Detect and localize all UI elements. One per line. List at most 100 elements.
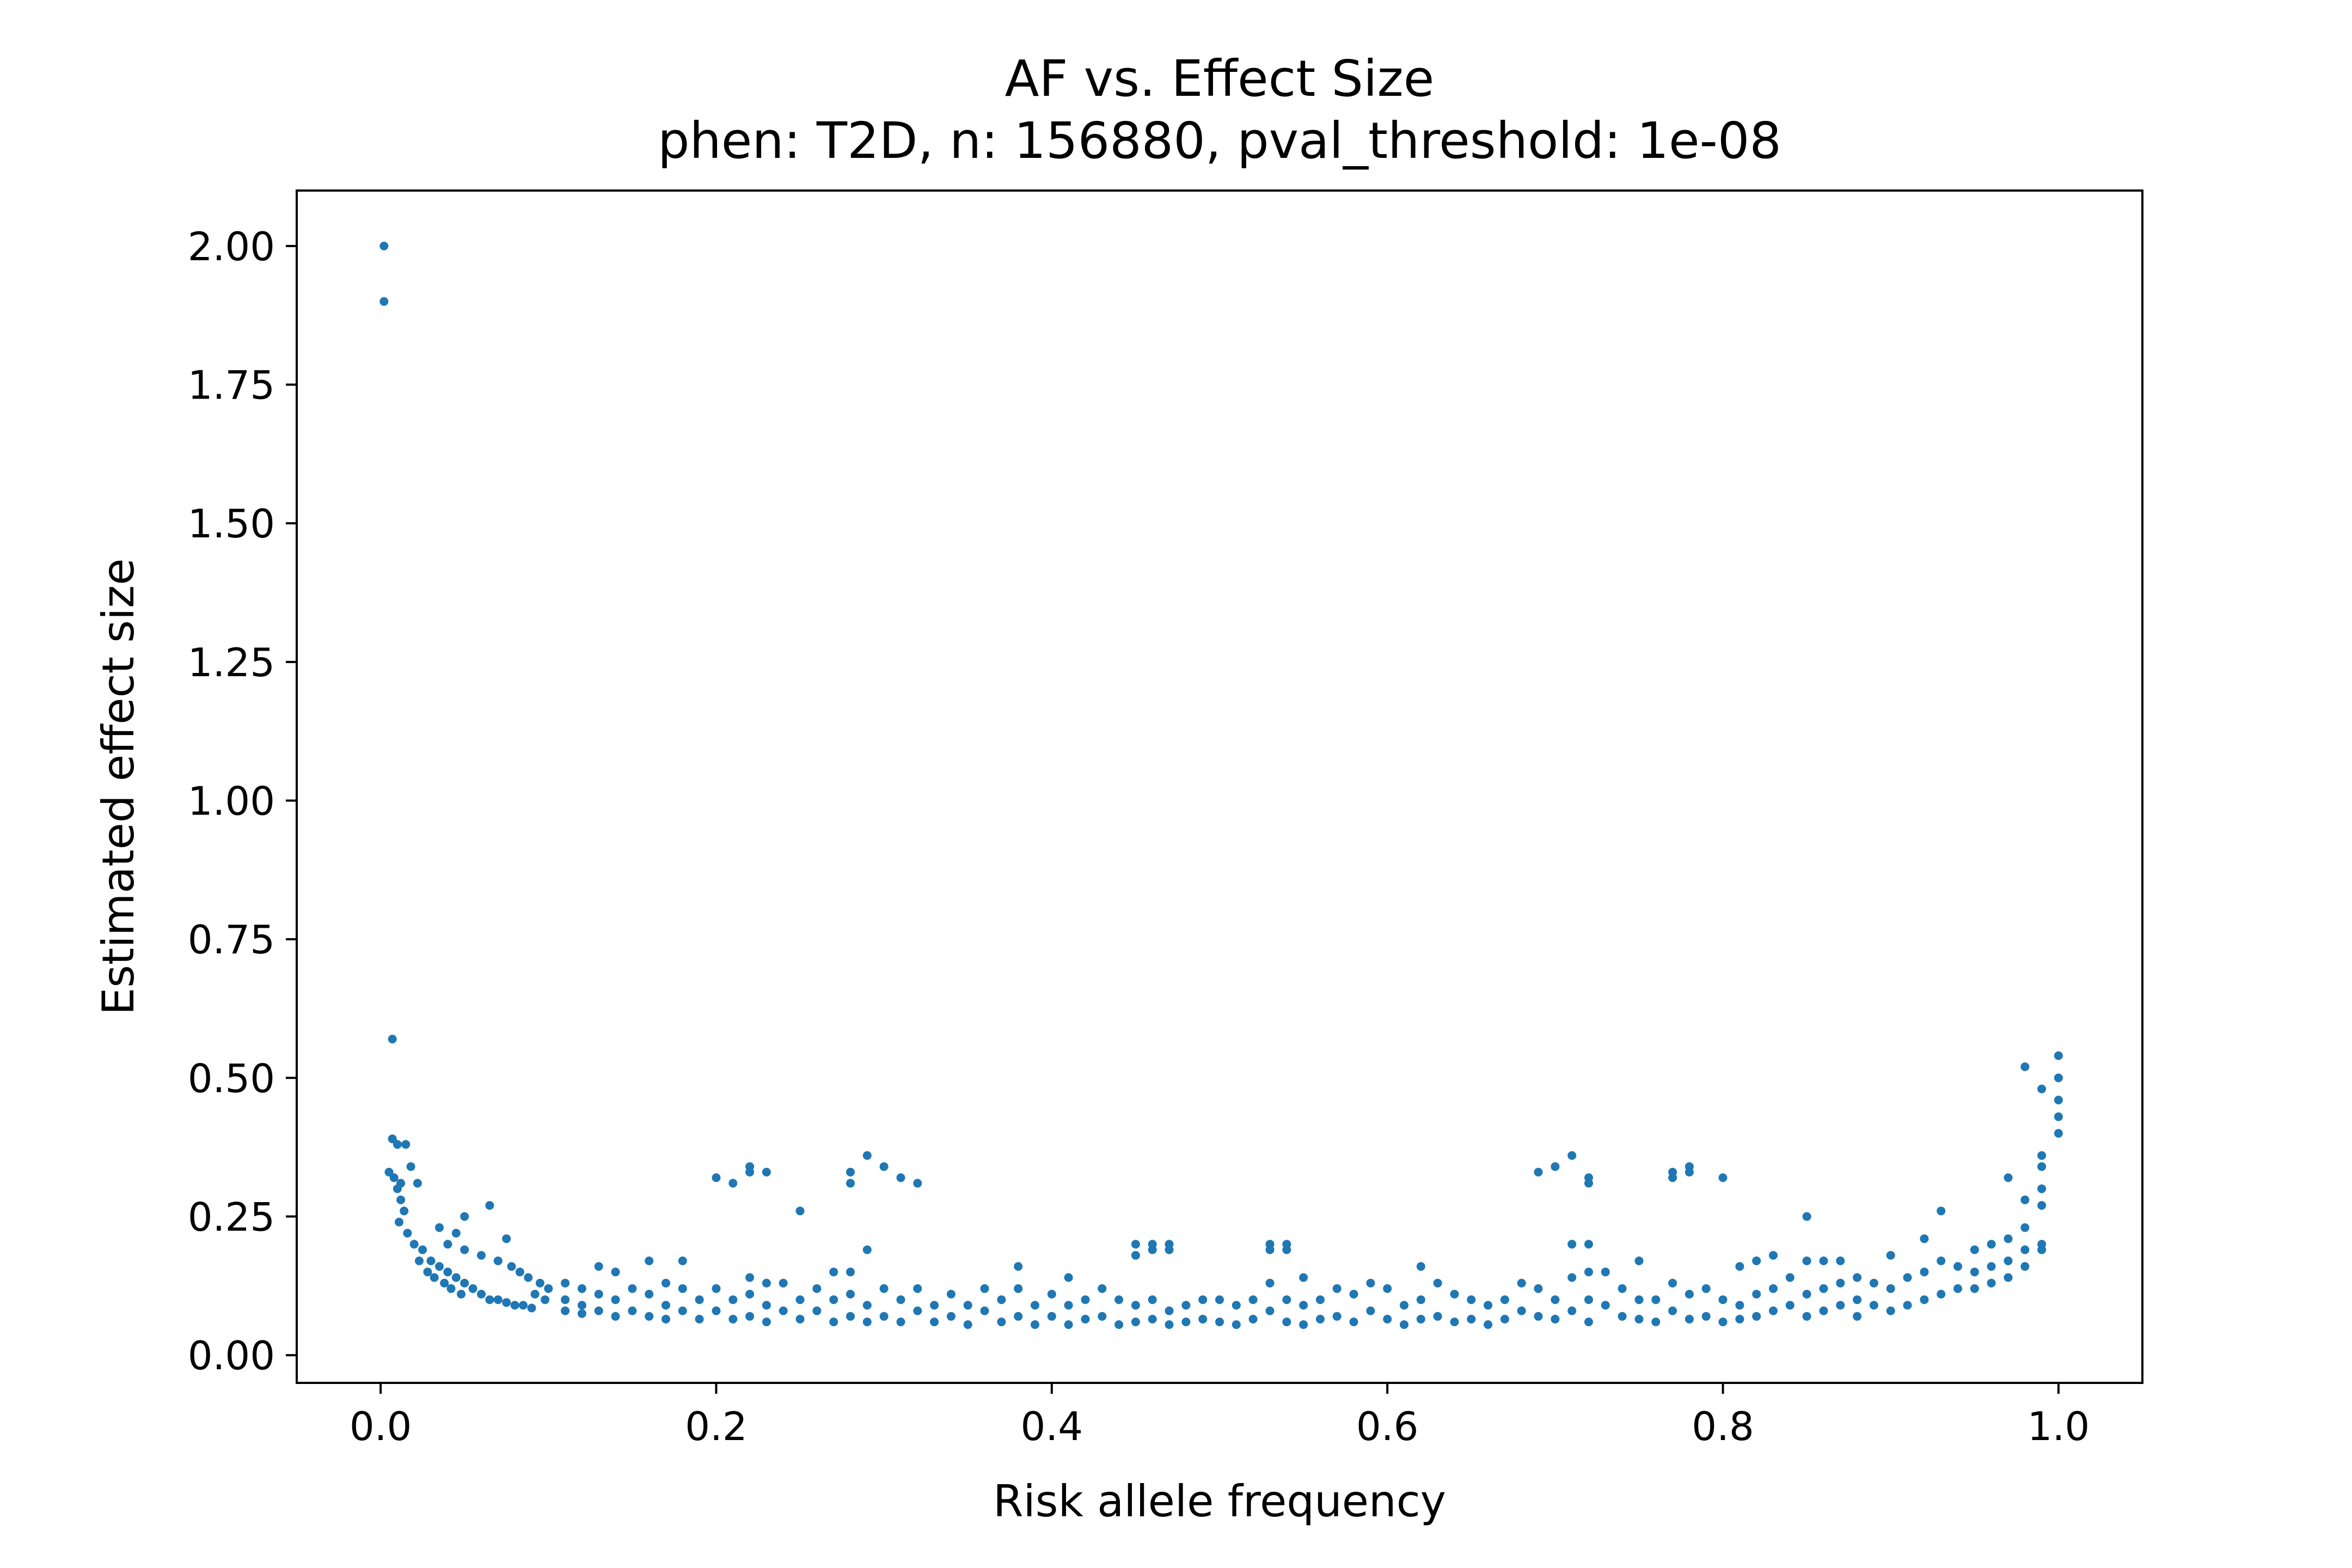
data-point xyxy=(846,1179,855,1188)
data-point xyxy=(846,1290,855,1298)
data-point xyxy=(1265,1278,1275,1288)
data-point xyxy=(1131,1240,1140,1249)
data-point xyxy=(812,1306,822,1315)
data-point xyxy=(712,1173,721,1183)
data-point xyxy=(628,1306,637,1315)
data-point xyxy=(1131,1251,1140,1260)
data-point xyxy=(1416,1295,1425,1304)
data-point xyxy=(2037,1085,2047,1094)
data-point xyxy=(2037,1162,2047,1171)
y-tick-label: 0.75 xyxy=(188,917,275,963)
data-point xyxy=(1685,1290,1694,1298)
data-point xyxy=(519,1301,528,1310)
data-point xyxy=(1450,1318,1459,1326)
data-point xyxy=(1567,1273,1577,1282)
data-point xyxy=(1467,1314,1476,1324)
data-point xyxy=(1953,1284,1962,1293)
data-point xyxy=(2054,1112,2063,1122)
data-point xyxy=(2037,1201,2047,1210)
data-point xyxy=(577,1301,586,1310)
data-point xyxy=(1031,1320,1039,1329)
data-point xyxy=(493,1295,503,1304)
data-point xyxy=(1836,1256,1845,1265)
x-tick-label: 0.6 xyxy=(1356,1404,1419,1449)
data-point xyxy=(1400,1320,1408,1329)
data-point xyxy=(541,1295,550,1304)
data-point xyxy=(1668,1173,1677,1183)
data-point xyxy=(1047,1290,1056,1298)
data-point xyxy=(1752,1290,1761,1298)
data-point xyxy=(1903,1301,1912,1310)
data-point xyxy=(1567,1240,1577,1249)
data-point xyxy=(485,1295,494,1304)
data-point xyxy=(1584,1318,1593,1326)
chart-subtitle: phen: T2D, n: 156880, pval_threshold: 1e… xyxy=(658,112,1781,170)
data-point xyxy=(451,1273,461,1282)
data-point xyxy=(1567,1151,1577,1160)
data-point xyxy=(1618,1312,1627,1321)
data-point xyxy=(1752,1312,1761,1321)
data-point xyxy=(2037,1245,2047,1254)
data-point xyxy=(2004,1273,2013,1282)
data-point xyxy=(762,1318,771,1326)
data-point xyxy=(1299,1301,1308,1310)
data-point xyxy=(460,1245,469,1254)
data-point xyxy=(379,297,389,306)
data-point xyxy=(645,1256,654,1265)
data-point xyxy=(1081,1314,1090,1324)
data-point xyxy=(1685,1314,1694,1324)
data-point xyxy=(1937,1290,1946,1298)
data-point xyxy=(1584,1267,1593,1277)
data-point xyxy=(661,1314,670,1324)
data-point xyxy=(415,1256,424,1265)
data-point xyxy=(762,1301,771,1310)
data-point xyxy=(1215,1318,1224,1326)
data-point xyxy=(1651,1318,1661,1326)
data-point xyxy=(1265,1306,1275,1315)
data-point xyxy=(980,1284,989,1293)
data-point xyxy=(477,1290,486,1298)
data-point xyxy=(2037,1151,2047,1160)
data-point xyxy=(846,1312,855,1321)
data-point xyxy=(1853,1312,1862,1321)
data-point xyxy=(1332,1284,1342,1293)
data-point xyxy=(594,1306,603,1315)
data-point xyxy=(728,1295,738,1304)
data-point xyxy=(980,1306,989,1315)
data-point xyxy=(460,1212,469,1221)
data-point xyxy=(1534,1284,1543,1293)
data-point xyxy=(1819,1284,1828,1293)
data-point xyxy=(728,1314,738,1324)
data-point xyxy=(1668,1278,1677,1288)
data-point xyxy=(1970,1245,1979,1254)
data-point xyxy=(745,1273,755,1282)
data-point xyxy=(1920,1234,1929,1244)
data-point xyxy=(1282,1295,1291,1304)
data-point xyxy=(1014,1312,1023,1321)
data-point xyxy=(879,1162,889,1171)
data-point xyxy=(2054,1073,2063,1082)
data-point xyxy=(2020,1062,2030,1071)
y-tick-label: 1.75 xyxy=(188,363,275,408)
data-point xyxy=(418,1245,427,1254)
y-axis-label: Estimated effect size xyxy=(93,558,144,1015)
data-point xyxy=(1869,1278,1878,1288)
data-point xyxy=(611,1267,620,1277)
data-point xyxy=(1551,1314,1560,1324)
data-point xyxy=(1232,1301,1241,1310)
data-point xyxy=(507,1262,516,1271)
data-point xyxy=(396,1195,406,1204)
data-point xyxy=(862,1318,872,1326)
data-point xyxy=(1400,1301,1408,1310)
data-point xyxy=(1148,1295,1157,1304)
data-point xyxy=(527,1303,536,1313)
data-point xyxy=(561,1306,570,1315)
data-point xyxy=(1769,1251,1778,1260)
data-point xyxy=(1517,1306,1526,1315)
data-point xyxy=(1920,1295,1929,1304)
data-points xyxy=(379,241,2063,1329)
data-point xyxy=(1886,1251,1895,1260)
x-tick-label: 1.0 xyxy=(2028,1404,2090,1449)
data-point xyxy=(1248,1314,1258,1324)
